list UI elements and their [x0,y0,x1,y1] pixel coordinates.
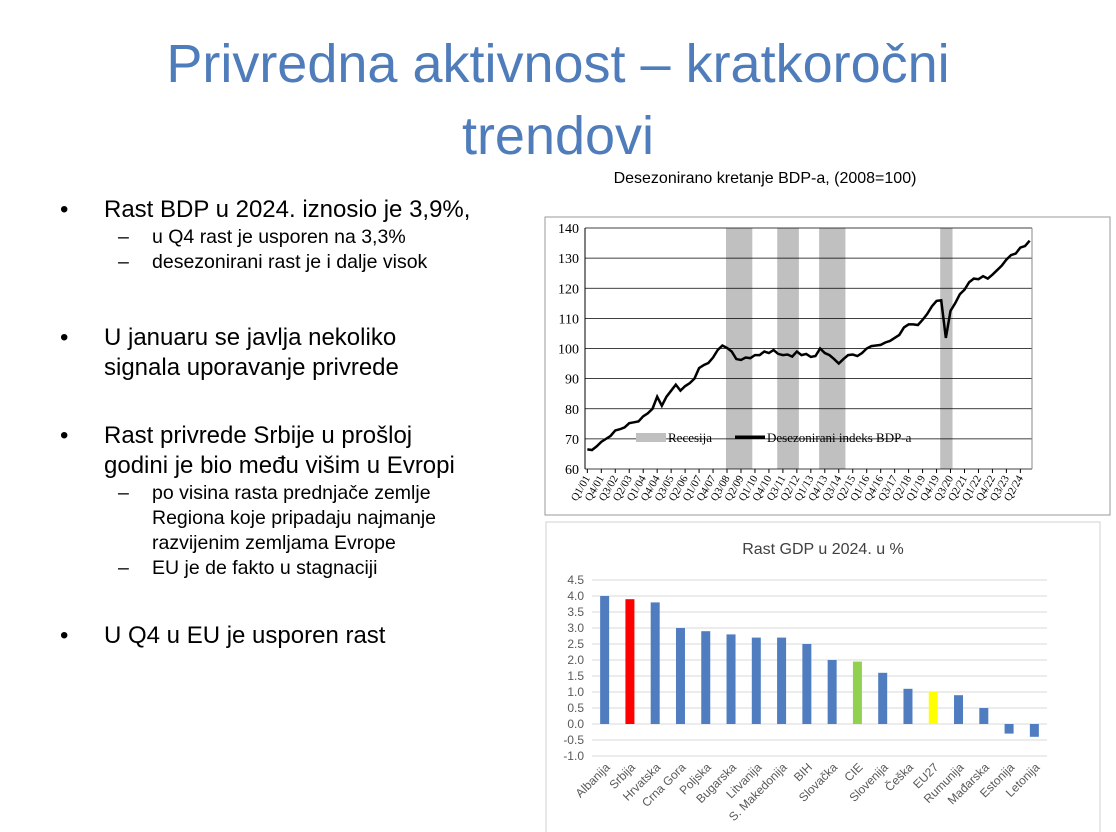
bullet-item: • U januaru se javlja nekoliko signala upo… [60,323,540,383]
y-tick-label: 3.0 [567,621,584,635]
bullet-icon: • [60,622,69,649]
y-tick-label: 140 [558,222,579,237]
bar-s-makedonija [777,637,787,724]
legend-recession-label: Recesija [668,430,712,445]
gdp-index-chart-title: Desezonirano kretanje BDP-a, (2008=100) [613,170,917,187]
bar-crna-gora [675,628,685,724]
dash-icon: – [118,226,129,248]
y-tick-label: 3.5 [567,605,584,619]
bullet-text: U Q4 u EU je usporen rast [104,622,386,649]
bullet-item: • U Q4 u EU je usporen rast [60,621,540,651]
y-tick-label: 110 [559,312,579,327]
sub-bullet-item: – po visina rasta prednjače zemlje Regiona… [60,481,540,556]
slide-title: Privredna aktivnost – kratkoročni trendo… [0,28,1116,172]
y-tick-label: 0.0 [567,717,584,731]
legend-recession-swatch [636,433,666,442]
bar-letonija [1029,724,1039,737]
bar-hrvatska [650,602,660,724]
y-tick-label: 90 [565,373,579,388]
bar-chart-title: Rast GDP u 2024. u % [742,541,904,558]
bar-albanija [600,596,610,724]
bar-estonija [1004,724,1014,734]
sub-bullet-text: Regiona koje pripadaju najmanje [152,507,437,529]
title-line-2: trendovi [461,106,655,166]
bar-eu27 [928,692,938,724]
title-line-1: Privredna aktivnost – kratkoročni [166,34,950,94]
y-tick-label: 130 [558,252,579,267]
y-tick-label: 70 [565,433,579,448]
bar-poljska [701,631,711,724]
bar-srbija [625,599,635,724]
sub-bullet-text: EU je de fakto u stagnaciji [152,557,378,579]
y-tick-label: 100 [558,343,579,358]
bar-chart-frame [545,521,1101,832]
bar-bugarska [726,634,736,724]
y-tick-label: 2.0 [567,653,584,667]
bar-litvanija [751,637,761,724]
bullet-text: Rast BDP u 2024. iznosio je 3,9%, [104,196,471,223]
bar-ma-arska [979,708,989,724]
bar-slova-ka [827,660,837,724]
sub-bullet-item: – EU je de fakto u stagnaciji [60,556,540,581]
dash-icon: – [118,482,129,504]
dash-icon: – [118,557,129,579]
y-tick-label: 120 [558,282,579,297]
sub-bullet-text: po visina rasta prednjače zemlje [152,482,431,504]
sub-bullet-text: desezonirani rast je i dalje visok [152,251,428,273]
bullet-text: Rast privrede Srbije u prošloj [104,422,413,449]
sub-bullet-item: – desezonirani rast je i dalje visok [60,250,540,275]
y-tick-label: 1.5 [567,669,584,683]
bullet-text: signala uporavanje privrede [104,354,399,381]
sub-bullet-item: – u Q4 rast je usporen na 3,3% [60,225,540,250]
sub-bullet-text: u Q4 rast je usporen na 3,3% [152,226,406,248]
bullet-icon: • [60,324,69,351]
bullet-item: • Rast privrede Srbije u prošloj godini je… [60,421,540,481]
bar-rumunija [954,695,964,724]
bullet-item: • Rast BDP u 2024. iznosio je 3,9%, [60,195,540,225]
y-tick-label: 60 [565,463,579,478]
y-tick-label: 80 [565,403,579,418]
bullet-text: U januaru se javlja nekoliko [104,324,397,351]
sub-bullet-text: razvijenim zemljama Evrope [152,532,396,554]
y-tick-label: 4.0 [567,589,584,603]
bar-bih [802,644,812,724]
bar-cie [852,661,862,724]
bullet-list: • Rast BDP u 2024. iznosio je 3,9%, – u Q4… [60,195,540,651]
y-tick-label: -1.0 [563,749,584,763]
y-tick-label: -0.5 [563,733,584,747]
y-tick-label: 0.5 [567,701,584,715]
y-tick-label: 4.5 [567,573,584,587]
legend-line-label: Desezonirani indeks BDP-a [767,430,912,445]
bullet-icon: • [60,196,69,223]
dash-icon: – [118,251,129,273]
bar--e-ka [903,688,913,724]
gdp-index-line [587,239,1031,452]
bullet-icon: • [60,422,69,449]
y-tick-label: 2.5 [567,637,584,651]
bullet-text: godini je bio među višim u Evropi [104,452,455,479]
y-tick-label: 1.0 [567,685,584,699]
bar-slovenija [878,672,888,724]
